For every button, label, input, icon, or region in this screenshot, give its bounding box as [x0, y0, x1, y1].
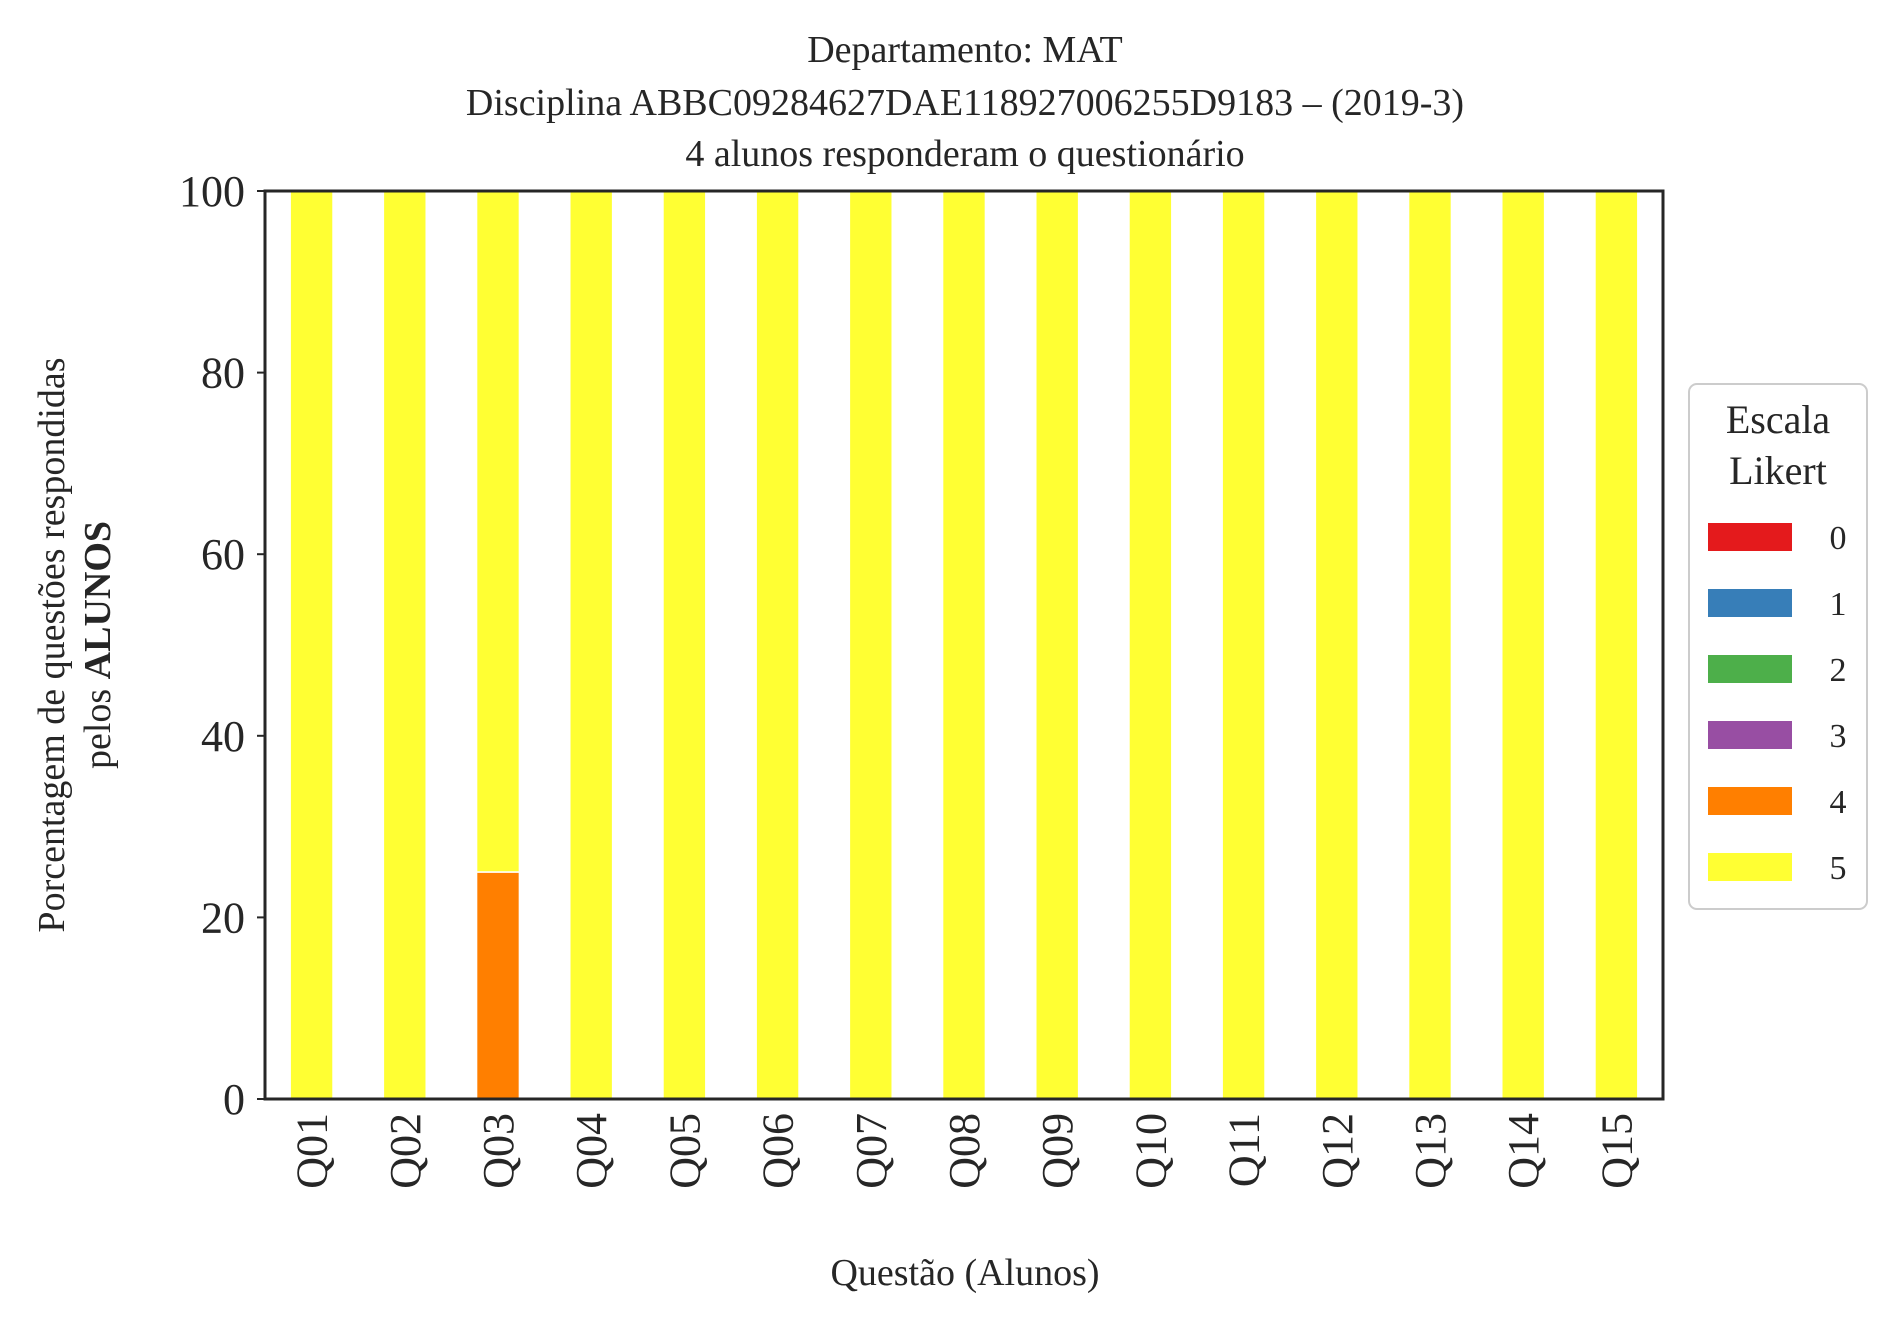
y-axis-label-line-2: pelos ALUNOS: [77, 521, 119, 769]
y-axis-label-prefix: pelos: [77, 679, 119, 769]
legend-label-4: 4: [1830, 784, 1847, 821]
x-tick-label-q13: Q13: [1406, 1113, 1455, 1189]
bar-q14-level-5: [1501, 190, 1546, 1100]
bar-q01-level-5: [289, 190, 334, 1100]
x-tick-label-q15: Q15: [1592, 1113, 1641, 1189]
legend-swatch-1: [1708, 589, 1792, 617]
bar-q06-level-5: [755, 190, 800, 1100]
bar-q09-level-5: [1035, 190, 1080, 1100]
bars-group: [289, 190, 1639, 1100]
legend-swatch-0: [1708, 523, 1792, 551]
bar-q08-level-5: [941, 190, 987, 1100]
bar-q15-level-5: [1594, 190, 1639, 1100]
y-tick-label-80: 80: [201, 349, 245, 398]
x-tick-label-q08: Q08: [940, 1113, 989, 1189]
y-tick-label-40: 40: [201, 712, 245, 761]
legend-label-3: 3: [1830, 718, 1847, 755]
x-tick-label-q02: Q02: [381, 1113, 430, 1189]
x-tick-label-q11: Q11: [1220, 1113, 1269, 1187]
bar-q11-level-5: [1221, 190, 1266, 1100]
legend-box: [1688, 383, 1868, 910]
bar-q03-level-5: [475, 190, 521, 873]
plot-area-frame: [263, 189, 1665, 1101]
bar-q13-level-5: [1407, 190, 1453, 1100]
y-tick-label-0: 0: [223, 1075, 245, 1124]
legend: Escala Likert 0 1 2 3 4 5: [1688, 383, 1868, 910]
legend-swatch-5: [1708, 853, 1792, 881]
y-axis-ticks: 0 20 40 60 80 100: [179, 167, 265, 1124]
bar-q05-level-5: [662, 190, 707, 1100]
y-axis-label-bold: ALUNOS: [77, 521, 119, 679]
x-tick-label-q07: Q07: [847, 1113, 896, 1189]
bar-q03-level-4: [475, 871, 521, 1100]
y-axis-label: Porcentagem de questões respondidas pelo…: [31, 357, 119, 932]
x-axis-label: Questão (Alunos): [830, 1252, 1099, 1294]
x-tick-label-q06: Q06: [754, 1113, 803, 1189]
legend-label-2: 2: [1830, 652, 1847, 689]
legend-items: 0 1 2 3 4 5: [1708, 520, 1847, 887]
y-tick-label-20: 20: [201, 893, 245, 942]
x-axis-ticks: Q01 Q02 Q03 Q04 Q05 Q06 Q07 Q08 Q09 Q10 Q11 Q12 Q13 Q…: [288, 1113, 1642, 1189]
title-line-2: Disciplina ABBC09284627DAE118927006255D9…: [466, 82, 1464, 124]
x-tick-label-q03: Q03: [474, 1113, 523, 1189]
x-tick-label-q05: Q05: [660, 1113, 709, 1189]
bar-q02-level-5: [382, 190, 427, 1100]
legend-swatch-3: [1708, 721, 1792, 749]
legend-label-1: 1: [1830, 586, 1847, 623]
bar-q12-level-5: [1314, 190, 1359, 1100]
x-tick-label-q10: Q10: [1126, 1113, 1175, 1189]
bar-q04-level-5: [569, 190, 614, 1100]
bar-q10-level-5: [1128, 190, 1173, 1100]
x-tick-label-q04: Q04: [567, 1113, 616, 1189]
legend-label-0: 0: [1830, 520, 1847, 557]
bar-q07-level-5: [848, 190, 893, 1100]
x-tick-label-q14: Q14: [1499, 1113, 1548, 1189]
title-line-3: 4 alunos responderam o questionário: [685, 133, 1244, 175]
legend-title-line-2: Likert: [1729, 448, 1827, 493]
legend-title-line-1: Escala: [1726, 397, 1831, 442]
y-tick-label-100: 100: [179, 167, 245, 216]
legend-label-5: 5: [1830, 850, 1847, 887]
x-tick-label-q12: Q12: [1313, 1113, 1362, 1189]
x-tick-label-q09: Q09: [1033, 1113, 1082, 1189]
legend-swatch-2: [1708, 655, 1792, 683]
y-tick-label-60: 60: [201, 530, 245, 579]
legend-swatch-4: [1708, 787, 1792, 815]
y-axis-label-line-1: Porcentagem de questões respondidas: [31, 357, 73, 932]
chart-title: Departamento: MAT Disciplina ABBC0928462…: [466, 29, 1464, 175]
title-line-1: Departamento: MAT: [807, 29, 1123, 71]
x-tick-label-q01: Q01: [288, 1113, 337, 1189]
